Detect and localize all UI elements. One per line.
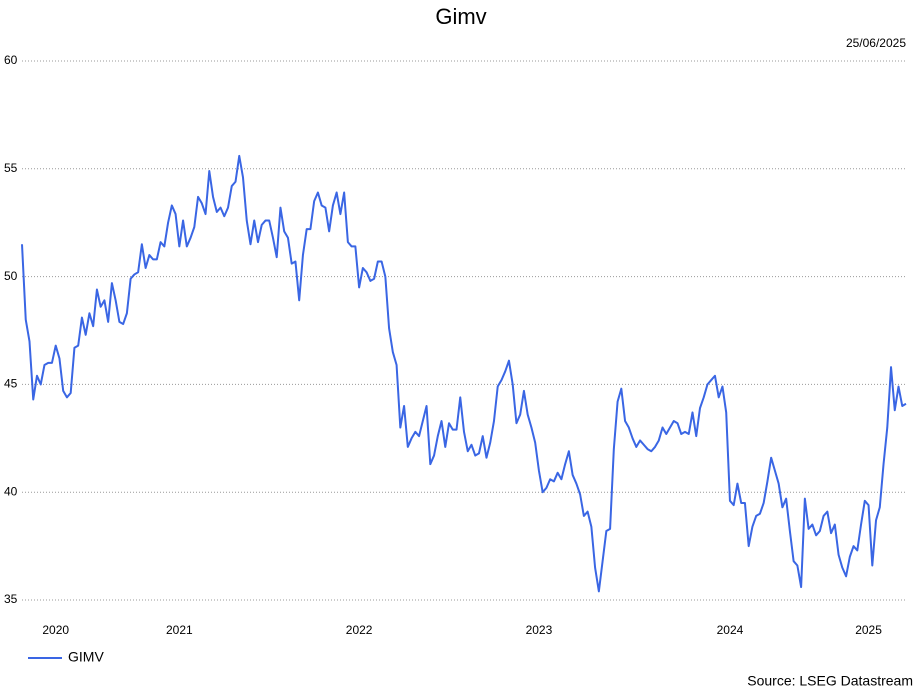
x-tick-label: 2024: [717, 623, 744, 637]
y-tick-label: 50: [4, 269, 18, 283]
x-tick-label: 2022: [346, 623, 373, 637]
y-tick-label: 35: [4, 592, 18, 606]
y-tick-label: 55: [4, 161, 18, 175]
x-tick-label: 2023: [526, 623, 553, 637]
x-tick-label: 2025: [855, 623, 882, 637]
series-line: [21, 154, 907, 593]
x-tick-label: 2020: [42, 623, 69, 637]
date: 25/06/2025: [846, 36, 906, 50]
y-tick-label: 40: [4, 484, 18, 498]
x-tick-label: 2021: [166, 623, 193, 637]
y-tick-label: 60: [4, 53, 18, 67]
source: Source: LSEG Datastream: [747, 673, 913, 688]
legend-label: GIMV: [68, 649, 104, 665]
y-tick-label: 45: [4, 377, 18, 391]
chart-title: Gimv: [435, 4, 486, 29]
